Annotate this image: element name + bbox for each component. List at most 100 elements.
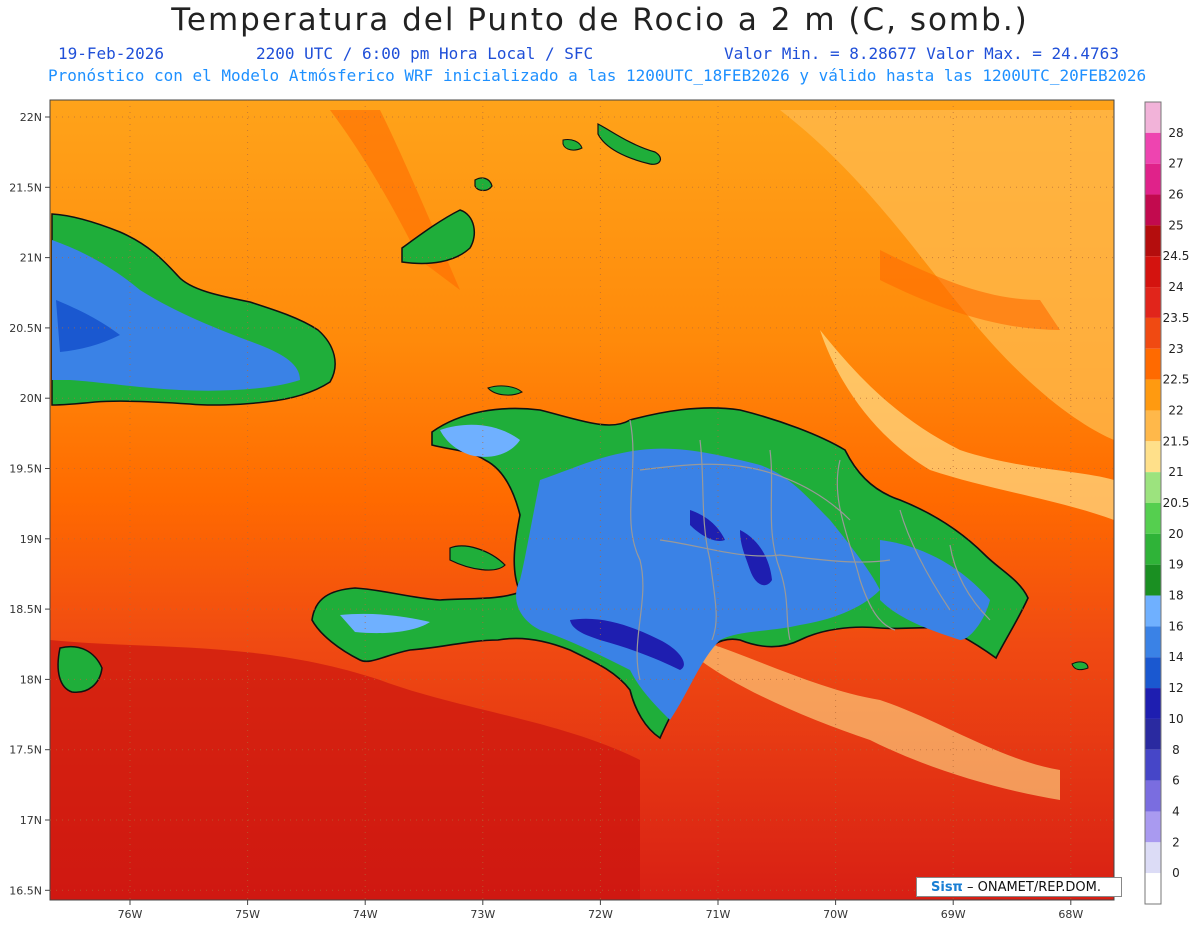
- colorbar-label: 27: [1168, 157, 1183, 171]
- great-inagua: [401, 209, 476, 265]
- valid-date: 19-Feb-2026: [58, 44, 164, 63]
- lat-label: 22N: [20, 111, 42, 124]
- lat-label: 17.5N: [9, 744, 42, 757]
- colorbar-label: 24: [1168, 280, 1183, 294]
- haiti-south-blue: [340, 613, 430, 634]
- tortuga: [487, 385, 523, 396]
- lon-label: 73W: [470, 908, 495, 921]
- graticule: [50, 100, 1114, 900]
- sierra-dark: [570, 618, 684, 670]
- colorbar-label: 20: [1168, 527, 1183, 541]
- colorbar-swatch: [1145, 102, 1161, 133]
- colorbar: 2827262524.52423.52322.52221.52120.52019…: [1144, 101, 1190, 905]
- lat-label: 20N: [20, 392, 42, 405]
- sea-yellow-south: [700, 640, 1060, 800]
- hispaniola-light-blue: [440, 424, 520, 457]
- lon-label: 71W: [706, 908, 731, 921]
- island-north-3: [562, 139, 583, 151]
- colorbar-swatch: [1145, 564, 1161, 596]
- colorbar-swatch: [1145, 348, 1161, 380]
- value-range: Valor Min. = 8.28677 Valor Max. = 24.476…: [724, 44, 1119, 63]
- island-north-1: [474, 177, 493, 192]
- lon-label: 68W: [1058, 908, 1083, 921]
- longitude-labels: 76W 75W 74W 73W 72W 71W 70W 69W 68W: [118, 900, 1083, 921]
- colorbar-swatch: [1145, 688, 1161, 719]
- valid-time: 2200 UTC / 6:00 pm Hora Local / SFC: [256, 44, 594, 63]
- credit-text: – ONAMET/REP.DOM.: [966, 880, 1102, 895]
- colorbar-swatch: [1145, 873, 1161, 904]
- colorbar-swatch: [1145, 410, 1161, 442]
- colorbar-swatch: [1145, 811, 1161, 843]
- cordillera-dark: [740, 530, 772, 586]
- colorbar-label: 20.5: [1163, 496, 1190, 510]
- lat-label: 18N: [20, 673, 42, 686]
- colorbar-swatch: [1145, 626, 1161, 658]
- lat-label: 17N: [20, 814, 42, 827]
- colorbar-label: 25: [1168, 218, 1183, 232]
- lat-label: 16.5N: [9, 884, 42, 897]
- saona: [1071, 661, 1089, 671]
- hispaniola-east-blue: [880, 540, 990, 640]
- sea-pale-band: [780, 110, 1114, 440]
- colorbar-label: 16: [1168, 619, 1183, 633]
- model-info: Pronóstico con el Modelo Atmósferico WRF…: [48, 66, 1147, 85]
- colorbar-swatch: [1145, 132, 1161, 164]
- colorbar-label: 6: [1172, 774, 1180, 788]
- colorbar-label: 14: [1168, 650, 1183, 664]
- sea-yellow-band: [820, 330, 1114, 520]
- lon-label: 76W: [118, 908, 143, 921]
- colorbar-swatch: [1145, 472, 1161, 503]
- colorbar-swatch: [1145, 379, 1161, 411]
- colorbar-swatch: [1145, 749, 1161, 781]
- colorbar-swatch: [1145, 595, 1161, 627]
- lat-label: 20.5N: [9, 322, 42, 335]
- gonave: [449, 545, 506, 571]
- colorbar-label: 23: [1168, 342, 1183, 356]
- colorbar-label: 0: [1172, 866, 1180, 880]
- colorbar-label: 2: [1172, 835, 1180, 849]
- jamaica: [57, 646, 103, 693]
- colorbar-label: 12: [1168, 681, 1183, 695]
- sispi-logo: Sisπ: [931, 880, 963, 895]
- lat-label: 19N: [20, 533, 42, 546]
- colorbar-swatch: [1145, 533, 1161, 565]
- latitude-labels: 22N 21.5N 21N 20.5N 20N 19.5N 19N 18.5N 18N 17.5N…: [9, 111, 50, 897]
- cuba-blue-dark: [56, 300, 120, 352]
- lon-label: 70W: [823, 908, 848, 921]
- lon-label: 69W: [941, 908, 966, 921]
- sea-orange-east: [880, 250, 1060, 330]
- colorbar-label: 23.5: [1163, 311, 1190, 325]
- colorbar-label: 22: [1168, 403, 1183, 417]
- colorbar-swatch: [1145, 287, 1161, 318]
- colorbar-label: 10: [1168, 712, 1183, 726]
- credit-box: Sisπ – ONAMET/REP.DOM.: [916, 877, 1122, 897]
- cuba-blue: [52, 240, 300, 391]
- colorbar-swatch: [1145, 842, 1161, 874]
- lat-label: 21N: [20, 252, 42, 265]
- colorbar-label: 19: [1168, 558, 1183, 572]
- colorbar-label: 4: [1172, 804, 1180, 818]
- map-title: Temperatura del Punto de Rocio a 2 m (C,…: [171, 2, 1029, 38]
- lat-label: 18.5N: [9, 603, 42, 616]
- lon-label: 74W: [353, 908, 378, 921]
- colorbar-label: 21: [1168, 465, 1183, 479]
- central-dark: [690, 510, 725, 541]
- colorbar-swatch: [1145, 503, 1161, 534]
- colorbar-label: 22.5: [1163, 373, 1190, 387]
- colorbar-label: 26: [1168, 188, 1183, 202]
- plot-frame: [49, 99, 1115, 901]
- colorbar-swatch: [1145, 657, 1161, 689]
- colorbar-swatch: [1145, 317, 1161, 349]
- colorbar-swatch: [1145, 441, 1161, 473]
- lat-label: 21.5N: [9, 181, 42, 194]
- colorbar-frame: [1144, 101, 1162, 905]
- colorbar-label: 21.5: [1163, 434, 1190, 448]
- colorbar-swatch: [1145, 163, 1161, 195]
- colorbar-swatch: [1145, 225, 1161, 257]
- colorbar-label: 24.5: [1163, 249, 1190, 263]
- hispaniola-blue: [516, 448, 880, 720]
- colorbar-swatch: [1145, 194, 1161, 226]
- colorbar-swatch: [1145, 780, 1161, 812]
- lon-label: 72W: [588, 908, 613, 921]
